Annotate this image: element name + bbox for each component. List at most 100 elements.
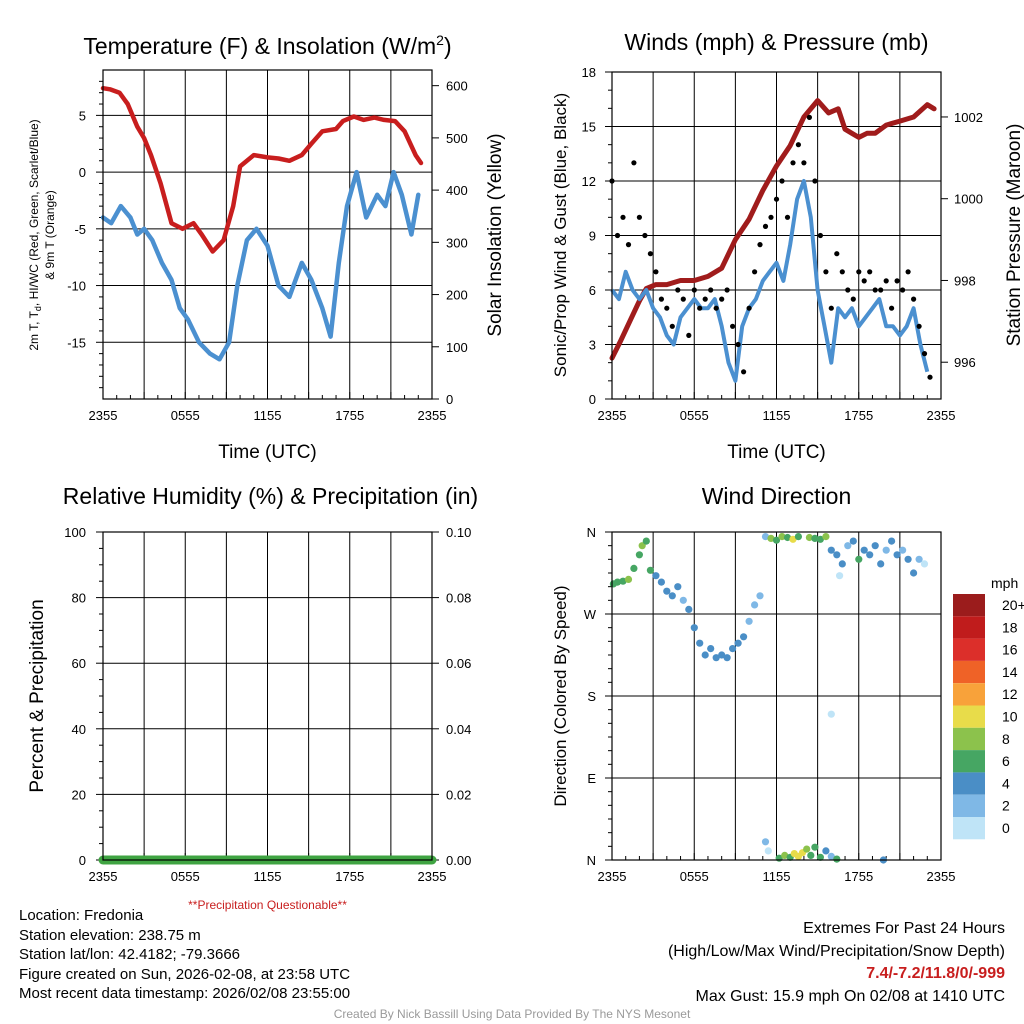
gust-point — [927, 374, 933, 380]
x-tick-label: 2355 — [927, 869, 956, 884]
y-tick-label: 0 — [79, 165, 86, 180]
direction-point — [761, 838, 770, 846]
direction-point — [783, 533, 792, 542]
direction-point — [624, 575, 633, 584]
direction-point — [646, 566, 655, 574]
gust-point — [768, 214, 774, 220]
gust-point — [823, 269, 829, 275]
y2-tick-label: 0.04 — [446, 722, 471, 737]
gust-point — [757, 242, 763, 248]
direction-point — [811, 843, 819, 851]
y2-tick-label: 0.08 — [446, 591, 471, 606]
x-tick-label: 1755 — [844, 869, 873, 884]
x-tick-label: 1155 — [254, 408, 282, 423]
gust-point — [625, 242, 632, 248]
colorbar-swatch — [953, 638, 985, 661]
gust-point — [658, 296, 665, 302]
colorbar-label: 14 — [1002, 664, 1018, 680]
x-axis-label: Time (UTC) — [727, 442, 826, 463]
x-tick-label: 1155 — [763, 408, 791, 423]
y2-tick-label: 0 — [446, 392, 453, 407]
y2-axis-label: Solar Insolation (Yellow) — [485, 133, 506, 336]
extremes-legend: (High/Low/Max Wind/Precipitation/Snow De… — [667, 942, 1005, 960]
direction-point — [871, 542, 879, 550]
direction-point — [729, 645, 737, 653]
x-tick-label: 2355 — [89, 408, 118, 423]
station-elevation: Station elevation: 238.75 m — [19, 926, 201, 944]
direction-point — [904, 555, 912, 563]
gust-point — [845, 287, 851, 293]
gust-point — [817, 232, 824, 239]
colorbar-label: 0 — [1002, 820, 1010, 836]
colorbar-swatch — [953, 817, 985, 840]
direction-point — [756, 592, 764, 600]
direction-point — [638, 542, 646, 550]
gust-point — [708, 287, 714, 293]
direction-point — [772, 536, 781, 544]
direction-point — [877, 560, 885, 568]
y2-tick-label: 200 — [446, 288, 468, 303]
colorbar-label: 8 — [1002, 731, 1010, 747]
y2-tick-label: 400 — [446, 183, 468, 198]
temperature-panel: 2355 0555 1155 1755 2355 5 0 -5 -10 -15 0 100 200 300… — [27, 32, 506, 463]
gust-point — [675, 287, 681, 293]
colorbar-title: mph — [991, 575, 1018, 591]
colorbar-label: 10 — [1002, 709, 1018, 725]
gust-point — [664, 305, 670, 311]
direction-point — [827, 852, 835, 861]
gust-point — [724, 287, 730, 293]
direction-point — [712, 654, 720, 662]
y-tick-label: S — [587, 689, 596, 704]
chart-title: Temperature (F) & Insolation (W/m2) — [83, 32, 451, 59]
series-line-station-pressure — [609, 98, 937, 361]
direction-point — [920, 560, 929, 568]
direction-point — [836, 572, 844, 580]
gust-point — [614, 232, 621, 239]
gust-point — [773, 196, 780, 202]
direction-point — [833, 551, 841, 559]
y-tick-label: 0 — [589, 392, 596, 407]
x-tick-label: 0555 — [680, 408, 709, 423]
direction-point — [838, 560, 846, 568]
direction-point — [745, 617, 753, 625]
colorbar-label: 12 — [1002, 686, 1018, 702]
gust-point — [861, 278, 867, 284]
y-axis-label-subscript: d — [33, 306, 43, 311]
chart-title: Winds (mph) & Pressure (mb) — [624, 29, 928, 55]
y-tick-label: 9 — [589, 229, 596, 244]
gust-point — [806, 114, 813, 120]
gust-point — [828, 305, 834, 311]
direction-point — [685, 605, 693, 614]
max-gust: Max Gust: 15.9 mph On 02/08 at 1410 UTC — [695, 987, 1006, 1005]
extremes-values: 7.4/-7.2/11.8/0/-999 — [866, 965, 1005, 982]
direction-point — [718, 651, 726, 659]
gust-point — [834, 251, 840, 257]
direction-point — [690, 624, 698, 632]
direction-point — [910, 569, 918, 577]
y2-tick-label: 100 — [446, 340, 468, 355]
direction-point — [816, 535, 825, 543]
colorbar-swatch — [953, 705, 985, 728]
gust-point — [856, 269, 862, 275]
gust-point — [686, 332, 692, 338]
direction-point — [805, 533, 814, 542]
x-tick-label: 0555 — [171, 408, 200, 423]
direction-point — [613, 578, 622, 586]
x-tick-label: 2355 — [418, 869, 447, 884]
y2-tick-label: 1002 — [954, 110, 983, 125]
gust-point — [790, 160, 796, 166]
figure-created: Figure created on Sun, 2026-02-08, at 23… — [19, 965, 351, 983]
y-tick-label: 6 — [589, 283, 596, 298]
direction-point — [764, 847, 772, 855]
direction-point — [822, 533, 830, 541]
gust-point — [669, 323, 675, 329]
gust-point — [839, 269, 845, 275]
y2-tick-label: 600 — [446, 79, 468, 94]
direction-point — [707, 645, 715, 653]
colorbar-swatch — [953, 594, 985, 617]
direction-point — [807, 851, 815, 860]
plot-frame — [611, 531, 942, 861]
gust-point — [746, 305, 752, 311]
chart-title-superscript: 2 — [436, 32, 444, 48]
y-axis-label: Sonic/Prop Wind & Gust (Blue, Black) — [551, 93, 570, 377]
